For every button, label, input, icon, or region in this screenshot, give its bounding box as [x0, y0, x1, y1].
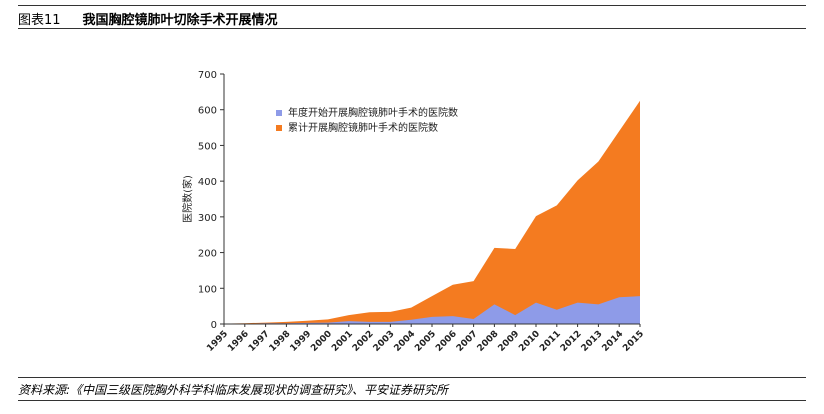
- x-tick-label: 1996: [226, 329, 251, 354]
- y-tick-label: 300: [198, 213, 217, 224]
- legend-swatch-1: [276, 125, 282, 131]
- x-tick-label: 1995: [205, 329, 230, 354]
- legend-label-1: 累计开展胸腔镜肺叶手术的医院数: [288, 121, 438, 134]
- x-tick-label: 2004: [393, 329, 418, 354]
- series-area-0: [224, 296, 640, 324]
- series-area-1: [224, 100, 640, 324]
- x-tick-label: 2012: [559, 329, 584, 354]
- x-tick-label: 2000: [309, 329, 334, 354]
- source-note: 资料来源:《中国三级医院胸外科学科临床发展现状的调查研究》、平安证券研究所: [18, 383, 449, 397]
- x-tick-label: 2009: [497, 329, 522, 354]
- x-tick-label: 2013: [580, 329, 605, 354]
- figure-header: 图表11 我国胸腔镜肺叶切除手术开展情况: [18, 9, 278, 28]
- top-rule: [18, 5, 806, 6]
- x-tick-label: 2011: [538, 329, 563, 354]
- y-tick-label: 200: [198, 249, 217, 260]
- y-tick-label: 100: [198, 284, 217, 295]
- x-tick-label: 2003: [372, 329, 397, 354]
- y-tick-label: 500: [198, 141, 217, 152]
- bottom-rule: [18, 400, 806, 401]
- y-tick-label: 600: [198, 106, 217, 117]
- legend-label-0: 年度开始开展胸腔镜肺叶手术的医院数: [288, 106, 458, 119]
- y-tick-label: 700: [198, 70, 217, 81]
- y-axis-label: 医院数(家): [181, 175, 194, 223]
- figure-title: 我国胸腔镜肺叶切除手术开展情况: [82, 13, 278, 28]
- x-tick-label: 2002: [351, 329, 376, 354]
- x-tick-label: 1997: [247, 329, 272, 354]
- x-tick-label: 2008: [476, 329, 501, 354]
- x-tick-label: 2015: [621, 329, 646, 354]
- x-tick-label: 1998: [268, 329, 293, 354]
- x-tick-label: 2007: [455, 329, 480, 354]
- y-tick-label: 400: [198, 177, 217, 188]
- header-rule: [18, 28, 806, 29]
- footer-rule: [18, 377, 806, 378]
- x-tick-label: 2010: [517, 329, 542, 354]
- x-tick-label: 2014: [601, 329, 626, 354]
- x-tick-label: 2005: [413, 329, 438, 354]
- legend-swatch-0: [276, 110, 282, 116]
- figure-label: 图表11: [18, 13, 61, 28]
- x-tick-label: 1999: [289, 329, 314, 354]
- x-tick-label: 2006: [434, 329, 459, 354]
- x-tick-label: 2001: [330, 329, 355, 354]
- y-tick-label: 0: [211, 320, 217, 331]
